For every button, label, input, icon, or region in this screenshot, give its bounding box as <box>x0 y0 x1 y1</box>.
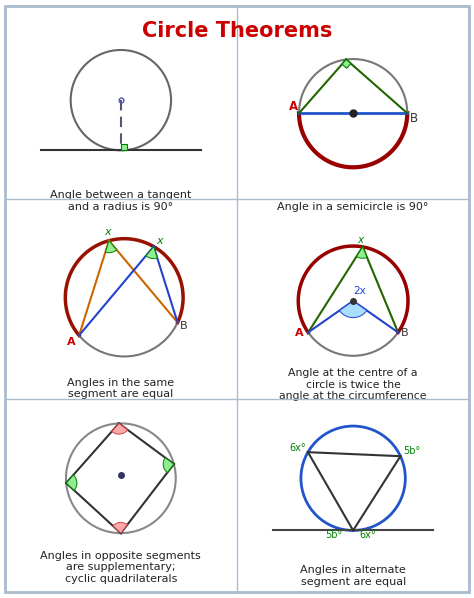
Text: 2x: 2x <box>353 286 366 296</box>
Text: Angle in a semicircle is 90°: Angle in a semicircle is 90° <box>277 202 429 212</box>
Text: Angles in alternate
segment are equal: Angles in alternate segment are equal <box>300 565 406 587</box>
Text: Angles in opposite segments
are supplementary;
cyclic quadrilaterals: Angles in opposite segments are suppleme… <box>40 551 201 584</box>
Wedge shape <box>356 247 367 258</box>
Text: B: B <box>180 321 188 331</box>
Wedge shape <box>339 301 367 318</box>
Text: A: A <box>295 328 303 338</box>
Text: Angle at the centre of a
circle is twice the
angle at the circumference: Angle at the centre of a circle is twice… <box>279 368 427 401</box>
Text: A: A <box>289 100 298 114</box>
Wedge shape <box>146 246 157 258</box>
Wedge shape <box>113 523 128 533</box>
Text: B: B <box>410 111 418 124</box>
Text: Angle between a tangent
and a radius is 90°: Angle between a tangent and a radius is … <box>50 190 191 212</box>
Wedge shape <box>112 423 128 434</box>
Text: x: x <box>156 236 163 246</box>
Text: Angles in the same
segment are equal: Angles in the same segment are equal <box>67 378 174 399</box>
Text: A: A <box>67 337 76 347</box>
Text: 6x°: 6x° <box>360 530 376 541</box>
Text: 6x°: 6x° <box>290 443 307 453</box>
Text: B: B <box>401 328 409 338</box>
Text: 5b°: 5b° <box>403 446 420 456</box>
Wedge shape <box>163 457 174 472</box>
Wedge shape <box>66 475 77 490</box>
Text: x: x <box>357 235 364 245</box>
Polygon shape <box>342 59 351 68</box>
Wedge shape <box>105 240 117 253</box>
Text: Circle Theorems: Circle Theorems <box>142 21 332 41</box>
Text: x: x <box>104 227 111 237</box>
Text: 5b°: 5b° <box>325 530 342 541</box>
Polygon shape <box>121 144 127 150</box>
